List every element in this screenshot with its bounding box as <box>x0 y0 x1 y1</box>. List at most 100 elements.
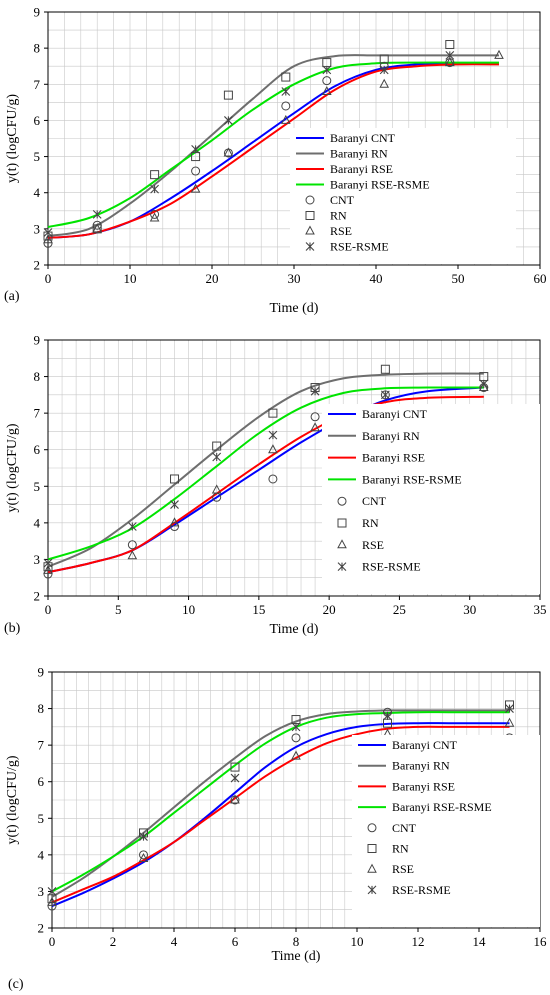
legend-label: RSE <box>362 538 384 552</box>
data-point <box>223 90 233 100</box>
series-line-baranyi-rn <box>47 54 499 238</box>
x-tick-label: 30 <box>288 271 301 286</box>
legend-item: Baranyi CNT <box>296 131 396 145</box>
x-axis-label: Time (d) <box>270 301 319 316</box>
legend-item: RN <box>367 842 409 856</box>
data-point <box>224 116 233 125</box>
legend-item: Baranyi RSE <box>296 162 393 176</box>
legend-item: Baranyi RSE-RSME <box>328 472 462 486</box>
x-tick-label: 0 <box>45 271 52 286</box>
legend-label: CNT <box>362 494 387 508</box>
data-point <box>150 170 160 180</box>
x-axis-label: Time (d) <box>270 622 319 637</box>
panel-label: (b) <box>4 621 21 636</box>
legend-label: Baranyi RSE <box>392 779 455 793</box>
legend-label: Baranyi CNT <box>362 407 428 421</box>
legend-label: RN <box>392 842 409 856</box>
legend-item: RSE-RSME <box>367 883 451 897</box>
series-line-baranyi-cnt <box>51 722 510 908</box>
legend-marker <box>337 496 347 506</box>
y-tick-label: 6 <box>34 113 41 128</box>
y-tick-label: 9 <box>38 665 45 680</box>
legend-label: Baranyi CNT <box>330 131 396 145</box>
y-tick-label: 8 <box>34 369 41 384</box>
data-point <box>212 441 222 451</box>
x-tick-label: 14 <box>473 934 487 949</box>
x-tick-label: 10 <box>124 271 137 286</box>
data-point <box>138 852 149 863</box>
data-point <box>191 166 201 176</box>
data-point <box>43 238 53 248</box>
legend-item: RSE <box>305 224 352 238</box>
data-point <box>230 762 240 772</box>
legend-marker <box>337 518 347 528</box>
chart-panel-2: 0 5 10 15 20 25 30 35 2 3 4 5 6 7 8 9 Time (d) y(t) (logC… <box>4 333 547 638</box>
legend-item: Baranyi CNT <box>358 738 458 752</box>
data-point <box>379 65 389 75</box>
data-point <box>505 704 514 713</box>
x-tick-label: 6 <box>232 934 239 949</box>
data-point <box>379 54 389 64</box>
y-axis-label: y(t) (logCFU/g) <box>5 423 20 512</box>
x-tick-label: 25 <box>393 602 406 617</box>
x-axis-label: Time (d) <box>272 949 321 964</box>
series-line-baranyi-rn <box>51 709 510 898</box>
y-tick-label: 4 <box>34 185 41 200</box>
data-point <box>211 484 222 494</box>
x-tick-label: 35 <box>534 602 547 617</box>
data-point <box>322 76 332 86</box>
y-tick-label: 4 <box>34 515 41 530</box>
data-point <box>43 228 53 237</box>
data-point <box>291 733 301 743</box>
legend-marker <box>305 242 315 251</box>
legend-item: Baranyi RN <box>328 429 420 443</box>
data-point <box>170 522 180 532</box>
data-point <box>445 50 455 60</box>
x-tick-label: 8 <box>293 934 300 949</box>
series-line-baranyi-rse-rsme <box>51 711 510 893</box>
data-point <box>322 65 332 75</box>
series-points-rse-rsme <box>43 379 489 568</box>
legend-label: RN <box>330 209 347 223</box>
legend-item: CNT <box>305 193 355 207</box>
series-line-baranyi-rse <box>47 395 484 574</box>
legend-item: Baranyi RSE <box>328 451 425 465</box>
data-point <box>268 474 278 484</box>
legend-item: Baranyi RSE-RSME <box>358 800 492 814</box>
legend-item: Baranyi RSE-RSME <box>296 178 430 192</box>
legend-item: RSE <box>367 862 414 876</box>
y-tick-label: 4 <box>38 847 45 862</box>
data-point <box>191 144 200 154</box>
x-tick-label: 5 <box>115 602 122 617</box>
data-point <box>321 85 332 96</box>
legend-label: Baranyi RSE <box>330 162 393 176</box>
y-tick-label: 8 <box>34 41 41 56</box>
legend-item: CNT <box>367 821 417 835</box>
data-point <box>281 87 291 96</box>
y-tick-label: 7 <box>34 406 41 421</box>
data-point <box>281 101 291 111</box>
data-point <box>268 408 278 418</box>
x-tick-label: 30 <box>463 602 476 617</box>
x-tick-label: 15 <box>252 602 265 617</box>
legend-label: Baranyi RSE-RSME <box>362 472 462 486</box>
x-tick-label: 20 <box>206 271 219 286</box>
y-tick-label: 3 <box>34 221 41 236</box>
x-tick-label: 60 <box>534 271 547 286</box>
y-tick-label: 7 <box>34 77 41 92</box>
legend-label: Baranyi RN <box>330 147 388 161</box>
legend-item: Baranyi CNT <box>328 407 428 421</box>
legend: Baranyi CNT Baranyi RN Baranyi RSE Baranyi … <box>322 404 540 594</box>
data-point <box>479 379 489 389</box>
data-point <box>230 773 240 783</box>
legend-label: Baranyi CNT <box>392 738 458 752</box>
legend-label: RSE <box>392 862 414 876</box>
x-tick-label: 2 <box>110 934 117 949</box>
panel-label: (a) <box>4 289 20 304</box>
data-point <box>139 850 148 860</box>
legend-label: CNT <box>392 821 417 835</box>
legend-label: RSE-RSME <box>362 560 421 574</box>
data-point <box>150 209 160 219</box>
data-point <box>127 550 138 560</box>
